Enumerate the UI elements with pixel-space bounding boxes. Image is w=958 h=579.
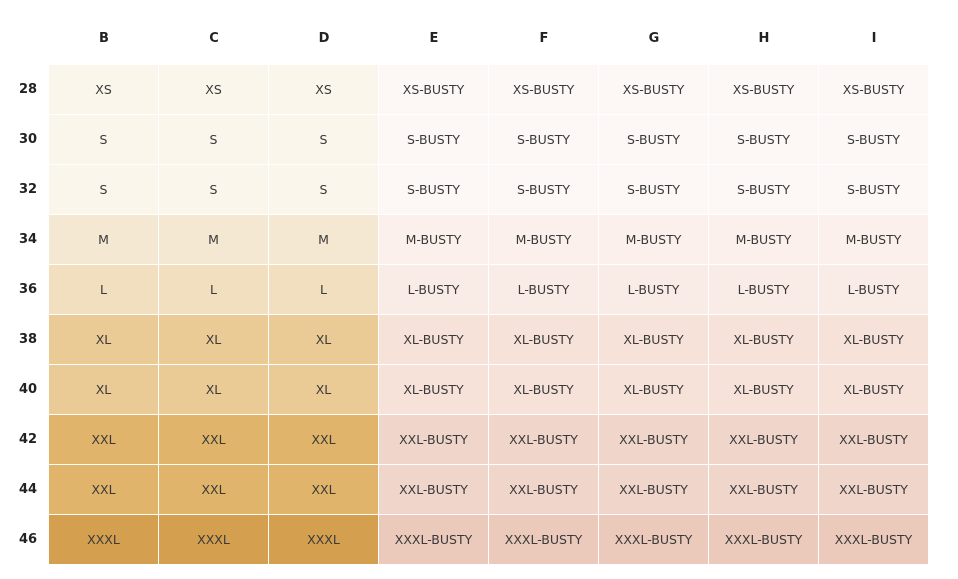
size-cell: M-BUSTY [599,215,708,264]
size-cell: XXL [159,415,268,464]
size-cell: XL [269,315,378,364]
column-header: G [648,30,660,46]
size-cell: L-BUSTY [379,265,488,314]
size-cell: XL-BUSTY [379,315,488,364]
size-cell: M-BUSTY [819,215,928,264]
size-cell: XXXL-BUSTY [379,515,488,564]
size-cell: XXL-BUSTY [379,465,488,514]
size-cell: XS [49,65,158,114]
size-cell: XS-BUSTY [709,65,818,114]
row-header: 34 [18,232,38,247]
size-cell: XL-BUSTY [599,315,708,364]
size-cell: XXXL [159,515,268,564]
size-cell: XS [269,65,378,114]
size-cell: XXL-BUSTY [819,465,928,514]
size-cell: S-BUSTY [709,115,818,164]
size-cell: S [159,115,268,164]
size-cell: L [269,265,378,314]
size-cell: S-BUSTY [379,115,488,164]
size-cell: M-BUSTY [379,215,488,264]
size-cell: M [269,215,378,264]
size-cell: S-BUSTY [599,165,708,214]
size-cell: XXXL-BUSTY [819,515,928,564]
row-header: 28 [18,82,38,97]
size-cell: S [269,115,378,164]
size-cell: XXL [269,465,378,514]
size-cell: XL [159,315,268,364]
column-header: E [429,30,439,46]
size-cell: XXL-BUSTY [379,415,488,464]
size-cell: XXL-BUSTY [489,465,598,514]
size-cell: L [49,265,158,314]
size-cell: L-BUSTY [709,265,818,314]
column-header: D [318,30,330,46]
size-cell: XL-BUSTY [379,365,488,414]
size-cell: S-BUSTY [379,165,488,214]
row-header: 44 [18,482,38,497]
size-cell: L-BUSTY [819,265,928,314]
size-cell: M [49,215,158,264]
size-cell: S-BUSTY [599,115,708,164]
size-cell: M-BUSTY [489,215,598,264]
row-header: 40 [18,382,38,397]
column-header: C [209,30,219,46]
size-cell: XS-BUSTY [599,65,708,114]
size-cell: XL-BUSTY [489,365,598,414]
size-cell: XXL-BUSTY [709,415,818,464]
size-cell: XS-BUSTY [379,65,488,114]
size-cell: XS-BUSTY [489,65,598,114]
size-cell: XL-BUSTY [599,365,708,414]
size-cell: XL-BUSTY [489,315,598,364]
size-cell: M [159,215,268,264]
size-cell: XL-BUSTY [819,315,928,364]
size-cell: XS-BUSTY [819,65,928,114]
size-cell: XL-BUSTY [709,315,818,364]
size-cell: XXL [49,415,158,464]
row-header: 42 [18,432,38,447]
size-cell: XXL-BUSTY [709,465,818,514]
size-cell: S [49,165,158,214]
size-cell: XS [159,65,268,114]
size-cell: S [159,165,268,214]
size-cell: XL [49,365,158,414]
size-cell: L [159,265,268,314]
size-cell: XXL-BUSTY [819,415,928,464]
size-cell: S-BUSTY [819,165,928,214]
size-cell: XXL [159,465,268,514]
column-header: I [871,30,877,46]
size-cell: M-BUSTY [709,215,818,264]
size-cell: XL [49,315,158,364]
row-header: 36 [18,282,38,297]
size-cell: XXXL-BUSTY [489,515,598,564]
size-cell: S-BUSTY [489,165,598,214]
size-cell: S [269,165,378,214]
size-cell: XXXL-BUSTY [709,515,818,564]
size-cell: S [49,115,158,164]
size-cell: XL [159,365,268,414]
size-cell: XXXL [269,515,378,564]
row-header: 46 [18,532,38,547]
column-header: B [99,30,109,46]
row-header: 38 [18,332,38,347]
size-cell: L-BUSTY [599,265,708,314]
size-cell: XXL [49,465,158,514]
column-header: F [539,30,549,46]
size-cell: XXXL-BUSTY [599,515,708,564]
size-cell: XXL-BUSTY [599,465,708,514]
size-cell: XXL-BUSTY [599,415,708,464]
size-cell: XL-BUSTY [819,365,928,414]
size-cell: XL-BUSTY [709,365,818,414]
column-header: H [758,30,770,46]
size-cell: S-BUSTY [819,115,928,164]
size-cell: XXL [269,415,378,464]
size-cell: XXL-BUSTY [489,415,598,464]
size-cell: S-BUSTY [489,115,598,164]
size-cell: XL [269,365,378,414]
size-cell: XXXL [49,515,158,564]
size-cell: S-BUSTY [709,165,818,214]
size-cell: L-BUSTY [489,265,598,314]
row-header: 32 [18,182,38,197]
row-header: 30 [18,132,38,147]
